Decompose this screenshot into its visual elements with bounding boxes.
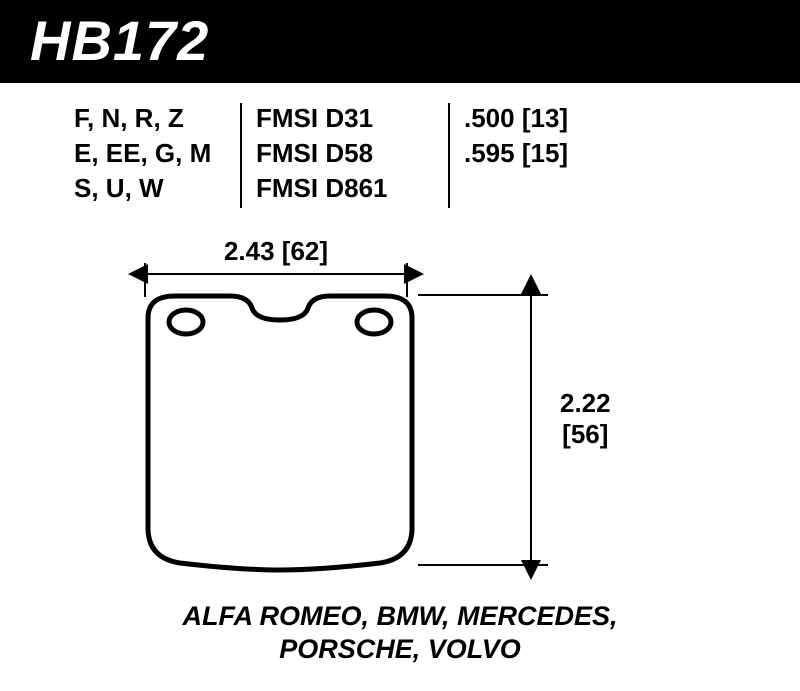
part-number: HB172 [30, 9, 209, 72]
spec-cell: S, U, W [74, 173, 226, 204]
spec-col-thickness: .500 [13] .595 [15] [450, 103, 650, 208]
pad-mounting-hole-left [169, 310, 203, 334]
spec-cell: F, N, R, Z [74, 103, 226, 134]
height-dimension-line [530, 292, 532, 562]
spec-cell: FMSI D58 [256, 138, 434, 169]
spec-cell: FMSI D861 [256, 173, 434, 204]
width-dimension: 2.43 [62] [116, 236, 436, 281]
spec-cell: E, EE, G, M [74, 138, 226, 169]
pad-body-path [148, 296, 412, 570]
spec-cell: FMSI D31 [256, 103, 434, 134]
pad-mounting-hole-right [357, 310, 391, 334]
spec-cell: .500 [13] [464, 103, 636, 134]
height-dimension-value-in: 2.22 [560, 388, 611, 419]
diagram-area: 2.43 [62] 2.22 [56] [0, 218, 800, 658]
spec-col-compounds: F, N, R, Z E, EE, G, M S, U, W [60, 103, 240, 208]
height-extension-line [418, 294, 548, 296]
brake-pad-outline [120, 288, 440, 578]
brands-list: ALFA ROMEO, BMW, MERCEDES, PORSCHE, VOLV… [0, 600, 800, 668]
height-dimension-value-mm: [56] [560, 419, 611, 450]
height-extension-line [418, 564, 548, 566]
spec-table: F, N, R, Z E, EE, G, M S, U, W FMSI D31 … [0, 83, 800, 218]
brands-line: ALFA ROMEO, BMW, MERCEDES, [0, 600, 800, 634]
arrow-up-icon [521, 274, 541, 294]
width-dimension-label: 2.43 [62] [116, 236, 436, 267]
height-dimension-labels: 2.22 [56] [560, 388, 611, 450]
spec-cell: .595 [15] [464, 138, 636, 169]
header-bar: HB172 [0, 0, 800, 83]
width-dimension-line [146, 273, 406, 275]
arrow-down-icon [521, 560, 541, 580]
spec-col-fmsi: FMSI D31 FMSI D58 FMSI D861 [240, 103, 450, 208]
brands-line: PORSCHE, VOLVO [0, 633, 800, 667]
